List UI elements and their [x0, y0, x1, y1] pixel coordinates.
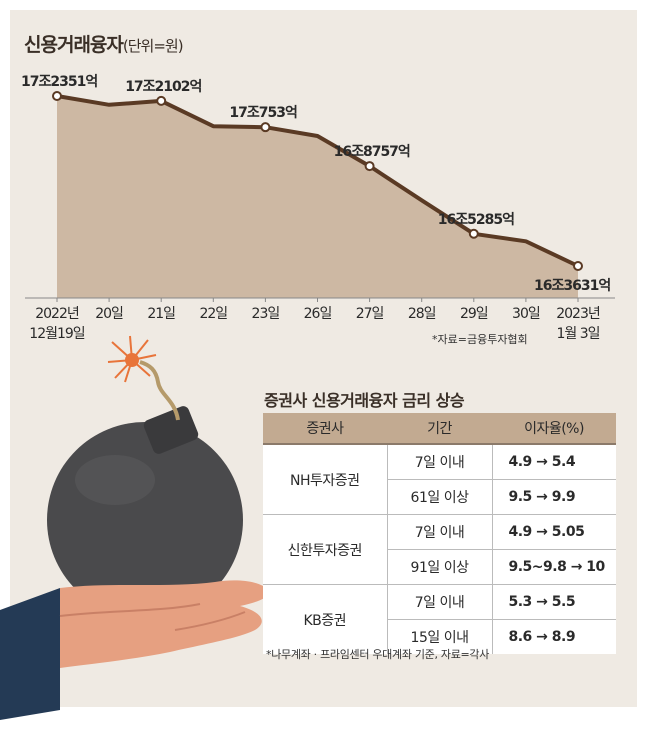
period-cell: 7일 이내: [387, 584, 493, 620]
x-tick-label: 1월 3일: [556, 326, 599, 342]
period-cell: 7일 이내: [387, 443, 493, 480]
table-title: 증권사 신용거래융자 금리 상승: [264, 391, 465, 410]
header-period: 기간: [387, 413, 492, 445]
x-tick-label: 22일: [199, 306, 227, 322]
chart-area: 17조2351억 17조2102억 17조753억 16조8757억 16조5285억 1…: [21, 74, 615, 342]
x-tick-label: 29일: [460, 306, 488, 322]
data-label: 17조753억: [229, 105, 297, 121]
firm-cell: NH투자증권: [263, 443, 388, 515]
rate-cell: 5.3 → 5.5: [492, 584, 616, 620]
x-tick-label: 21일: [147, 306, 175, 322]
period-cell: 15일 이내: [387, 619, 493, 654]
data-label: 17조2351억: [21, 74, 97, 90]
period-cell: 7일 이내: [387, 514, 493, 550]
rate-table: 증권사 기간 이자율(%) NH투자증권 7일 이내 4.9 → 5.4 61일…: [263, 413, 616, 654]
hand-icon: [0, 580, 269, 720]
data-label: 16조8757억: [334, 144, 410, 160]
table-row: NH투자증권 7일 이내 4.9 → 5.4: [263, 443, 616, 515]
data-point: [156, 95, 167, 106]
bomb-illustration: [0, 335, 269, 720]
x-tick-label: 23일: [252, 306, 280, 322]
data-point: [573, 261, 583, 271]
period-cell: 91일 이상: [387, 549, 493, 585]
rate-cell: 8.6 → 8.9: [492, 619, 616, 654]
data-label: 16조3631억: [534, 278, 610, 294]
spark-icon: [107, 335, 157, 383]
period-cell: 61일 이상: [387, 479, 493, 515]
x-tick-label: 28일: [408, 306, 436, 322]
header-firm: 증권사: [263, 413, 387, 445]
chart-title: 신용거래융자(단위=원): [24, 30, 184, 57]
data-label: 17조2102억: [125, 79, 201, 95]
rate-cell: 4.9 → 5.4: [492, 443, 616, 480]
header-rate: 이자율(%): [492, 413, 616, 445]
table-row: 15일 이내 8.6 → 8.9: [263, 619, 616, 654]
table-header-row: 증권사 기간 이자율(%): [263, 413, 616, 445]
data-label: 16조5285억: [438, 212, 514, 228]
data-point: [260, 122, 271, 133]
data-point: [364, 161, 375, 172]
rate-cell: 9.5~9.8 → 10: [492, 549, 616, 585]
firm-cell: KB증권: [263, 584, 388, 654]
chart-title-text: 신용거래융자: [24, 34, 124, 56]
chart-unit: (단위=원): [122, 37, 184, 55]
x-tick-label: 2022년: [35, 306, 79, 322]
table-row: 61일 이상 9.5 → 9.9: [263, 479, 616, 515]
data-point: [52, 91, 62, 101]
firm-cell: 신한투자증권: [263, 514, 388, 585]
x-tick-label: 30일: [512, 306, 540, 322]
chart-source: *자료=금융투자협회: [432, 333, 528, 346]
x-tick-label: 27일: [356, 306, 384, 322]
bomb-icon: [47, 360, 243, 618]
table-row: 신한투자증권 7일 이내 4.9 → 5.05: [263, 514, 616, 585]
table-row: KB증권 7일 이내 5.3 → 5.5: [263, 584, 616, 654]
area-fill: [57, 96, 578, 298]
x-tick-label: 26일: [304, 306, 332, 322]
x-tick-label: 20일: [95, 306, 123, 322]
series-line: [56, 94, 579, 268]
rate-cell: 9.5 → 9.9: [492, 479, 616, 515]
table-row: 91일 이상 9.5~9.8 → 10: [263, 549, 616, 585]
table-footnote: *나무계좌 · 프라임센터 우대계좌 기준, 자료=각사: [266, 648, 490, 661]
x-tick-label: 12월19일: [29, 326, 85, 342]
x-tick-label: 2023년: [556, 306, 600, 322]
rate-cell: 4.9 → 5.05: [492, 514, 616, 550]
data-point: [468, 228, 479, 239]
